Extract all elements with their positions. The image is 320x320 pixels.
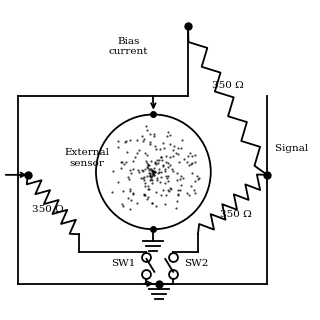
Text: Bias
current: Bias current	[109, 36, 148, 56]
Text: 350 Ω: 350 Ω	[32, 205, 63, 214]
Text: 350 Ω: 350 Ω	[212, 81, 244, 90]
Text: 350 Ω: 350 Ω	[220, 210, 252, 219]
Text: External
sensor: External sensor	[65, 148, 109, 168]
Text: Signal: Signal	[275, 144, 312, 153]
Circle shape	[96, 115, 211, 229]
Text: SW2: SW2	[184, 260, 208, 268]
Text: SW1: SW1	[111, 260, 136, 268]
